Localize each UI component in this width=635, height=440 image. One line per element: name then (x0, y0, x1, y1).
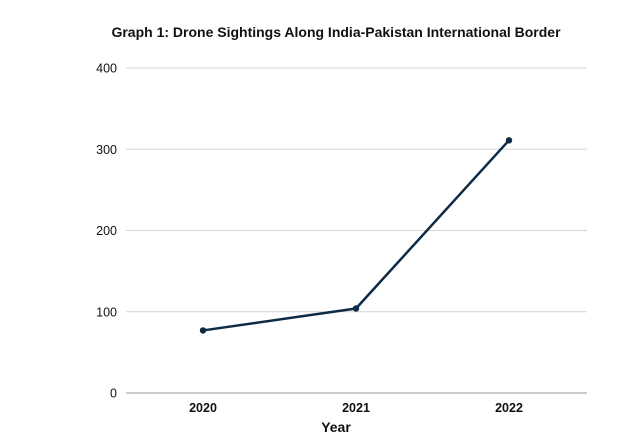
x-axis-ticks: 2020 2021 2022 (189, 401, 523, 415)
x-tick-label-2022: 2022 (495, 401, 523, 415)
chart-title: Graph 1: Drone Sightings Along India-Pak… (111, 24, 561, 40)
x-axis-title: Year (321, 419, 351, 435)
series-line-0 (201, 139, 511, 332)
series-layer (199, 137, 513, 334)
x-tick-label-2021: 2021 (342, 401, 370, 415)
y-tick-label-300: 300 (96, 143, 117, 157)
y-tick-label-100: 100 (96, 305, 117, 319)
data-point-2022 (505, 137, 513, 144)
gridlines (126, 67, 587, 394)
data-point-2020 (199, 327, 207, 334)
y-axis-ticks: 0 100 200 300 400 (96, 62, 117, 401)
x-tick-label-2020: 2020 (189, 401, 217, 415)
y-tick-label-400: 400 (96, 62, 117, 76)
data-point-2021 (352, 305, 360, 312)
y-tick-label-0: 0 (110, 387, 117, 401)
y-tick-label-200: 200 (96, 224, 117, 238)
